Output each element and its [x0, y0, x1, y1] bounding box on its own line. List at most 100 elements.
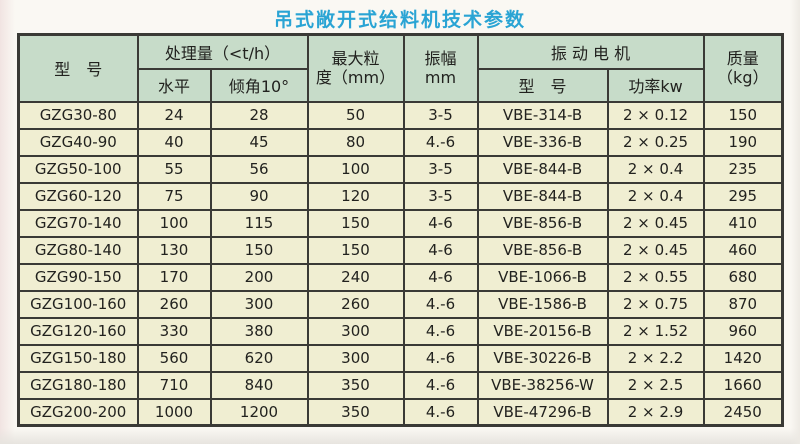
cell-amplitude: 4.-6	[402, 370, 479, 400]
table-row: GZG80-140 130 150 150 4-6 VBE-856-B 2 × 0.45 46…	[17, 235, 784, 265]
cell-motor-model: VBE-38256-W	[476, 370, 609, 400]
cell-max-size: 300	[306, 316, 405, 346]
table-row: GZG200-200 1000 1200 350 4.-6 VBE-47296-B 2 × …	[17, 397, 784, 427]
cell-power: 2 × 0.4	[606, 154, 705, 184]
cell-incline: 150	[209, 235, 309, 265]
cell-motor-model: VBE-47296-B	[476, 397, 609, 427]
cell-mass: 150	[702, 100, 784, 130]
cell-amplitude: 4.-6	[402, 289, 479, 319]
cell-incline: 115	[209, 208, 309, 238]
col-header-amplitude: 振幅 mm	[402, 33, 479, 103]
cell-power: 2 × 2.9	[606, 397, 705, 427]
scan-edge-right	[790, 0, 800, 444]
cell-horizontal: 260	[136, 289, 212, 319]
scan-edge-left	[0, 0, 15, 444]
table-row: GZG150-180 560 620 300 4.-6 VBE-30226-B 2 × 2.…	[17, 343, 784, 373]
table-row: GZG60-120 75 90 120 3-5 VBE-844-B 2 × 0.4 295	[17, 181, 784, 211]
cell-model: GZG100-160	[17, 289, 139, 319]
col-header-mass-line1: 质量	[726, 49, 759, 69]
cell-motor-model: VBE-20156-B	[476, 316, 609, 346]
cell-incline: 56	[209, 154, 309, 184]
cell-motor-model: VBE-844-B	[476, 181, 609, 211]
cell-incline: 380	[209, 316, 309, 346]
cell-mass: 680	[702, 262, 784, 292]
col-header-incline: 倾角10°	[209, 67, 309, 103]
cell-horizontal: 330	[136, 316, 212, 346]
table-row: GZG50-100 55 56 100 3-5 VBE-844-B 2 × 0.4 235	[17, 154, 784, 184]
cell-model: GZG50-100	[17, 154, 139, 184]
cell-model: GZG150-180	[17, 343, 139, 373]
cell-horizontal: 24	[136, 100, 212, 130]
cell-mass: 190	[702, 127, 784, 157]
cell-max-size: 50	[306, 100, 405, 130]
cell-max-size: 150	[306, 235, 405, 265]
cell-power: 2 × 0.45	[606, 208, 705, 238]
cell-max-size: 260	[306, 289, 405, 319]
col-header-max-size-line1: 最大粒	[331, 49, 380, 69]
cell-max-size: 350	[306, 397, 405, 427]
cell-power: 2 × 0.45	[606, 235, 705, 265]
cell-model: GZG90-150	[17, 262, 139, 292]
cell-incline: 28	[209, 100, 309, 130]
col-header-horizontal: 水平	[136, 67, 212, 103]
col-header-mass-line2: （kg）	[717, 68, 769, 88]
cell-model: GZG60-120	[17, 181, 139, 211]
cell-power: 2 × 0.75	[606, 289, 705, 319]
cell-model: GZG120-160	[17, 316, 139, 346]
col-header-motor: 振 动 电 机	[476, 33, 705, 70]
cell-motor-model: VBE-856-B	[476, 235, 609, 265]
cell-amplitude: 3-5	[402, 100, 479, 130]
col-header-model: 型 号	[17, 33, 139, 103]
cell-max-size: 120	[306, 181, 405, 211]
cell-incline: 840	[209, 370, 309, 400]
cell-mass: 1660	[702, 370, 784, 400]
cell-model: GZG80-140	[17, 235, 139, 265]
cell-mass: 2450	[702, 397, 784, 427]
cell-amplitude: 3-5	[402, 181, 479, 211]
table-row: GZG40-90 40 45 80 4.-6 VBE-336-B 2 × 0.25 190	[17, 127, 784, 157]
col-header-amplitude-line1: 振幅	[424, 49, 457, 69]
cell-model: GZG180-180	[17, 370, 139, 400]
cell-max-size: 100	[306, 154, 405, 184]
cell-motor-model: VBE-1586-B	[476, 289, 609, 319]
cell-power: 2 × 0.55	[606, 262, 705, 292]
cell-mass: 235	[702, 154, 784, 184]
cell-horizontal: 130	[136, 235, 212, 265]
cell-power: 2 × 2.2	[606, 343, 705, 373]
cell-motor-model: VBE-336-B	[476, 127, 609, 157]
cell-horizontal: 710	[136, 370, 212, 400]
cell-model: GZG200-200	[17, 397, 139, 427]
col-header-max-size-line2: 度（mm）	[315, 68, 396, 88]
cell-motor-model: VBE-314-B	[476, 100, 609, 130]
cell-max-size: 300	[306, 343, 405, 373]
page-title: 吊式敞开式给料机技术参数	[273, 9, 526, 31]
cell-max-size: 350	[306, 370, 405, 400]
cell-motor-model: VBE-1066-B	[476, 262, 609, 292]
cell-mass: 410	[702, 208, 784, 238]
cell-amplitude: 4.-6	[402, 397, 479, 427]
cell-max-size: 80	[306, 127, 405, 157]
cell-horizontal: 75	[136, 181, 212, 211]
cell-mass: 460	[702, 235, 784, 265]
col-header-motor-model: 型 号	[476, 67, 609, 103]
cell-motor-model: VBE-30226-B	[476, 343, 609, 373]
cell-power: 2 × 0.4	[606, 181, 705, 211]
table-body: GZG30-80 24 28 50 3-5 VBE-314-B 2 × 0.12 150 GZG…	[17, 100, 784, 427]
cell-model: GZG40-90	[17, 127, 139, 157]
cell-horizontal: 55	[136, 154, 212, 184]
col-header-capacity: 处理量（<t/h）	[136, 33, 309, 70]
cell-mass: 295	[702, 181, 784, 211]
cell-max-size: 150	[306, 208, 405, 238]
cell-motor-model: VBE-844-B	[476, 154, 609, 184]
cell-mass: 1420	[702, 343, 784, 373]
scan-edge-bottom	[0, 428, 800, 444]
spec-table: 型 号 处理量（<t/h） 最大粒 度（mm） 振幅 mm 振 动 电 机 质量…	[17, 33, 785, 427]
col-header-max-size: 最大粒 度（mm）	[306, 33, 405, 103]
cell-incline: 90	[209, 181, 309, 211]
cell-amplitude: 4-6	[402, 208, 479, 238]
cell-power: 2 × 1.52	[606, 316, 705, 346]
cell-power: 2 × 2.5	[606, 370, 705, 400]
cell-amplitude: 4.-6	[402, 127, 479, 157]
cell-motor-model: VBE-856-B	[476, 208, 609, 238]
cell-amplitude: 3-5	[402, 154, 479, 184]
